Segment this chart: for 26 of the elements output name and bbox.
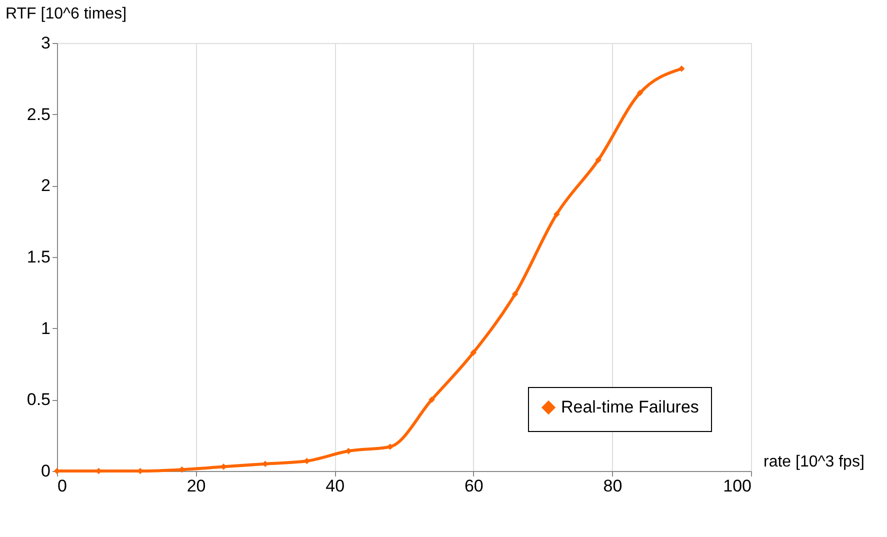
x-tick-label: 40 [326,476,345,496]
x-tick-label: 20 [186,476,206,496]
x-tick-label: 100 [723,476,752,496]
y-tick-label: 3 [41,34,50,52]
point [428,396,435,403]
point [554,211,560,218]
point [636,90,644,96]
point [345,448,352,454]
x-tick-label: 60 [464,476,484,496]
point [386,444,394,450]
legend-label: Real-time Failures [561,398,699,416]
x-tick-label: 80 [603,476,622,496]
y-tick-label: 0 [41,462,50,480]
x-tick-label: 0 [58,476,67,496]
y-tick-label: 1.5 [26,248,50,266]
point [470,349,477,356]
point [678,66,685,72]
point [595,156,602,164]
y-tick-label: 2 [41,176,50,196]
point [512,290,518,298]
y-tick-label: 1 [41,318,50,338]
y-axis-title: RTF [10^6 times] [6,6,127,22]
x-axis-title: rate [10^3 fps] [764,454,864,470]
point [304,458,310,464]
y-tick-label: 2.5 [26,104,50,124]
y-tick-label: 0.5 [26,390,50,410]
